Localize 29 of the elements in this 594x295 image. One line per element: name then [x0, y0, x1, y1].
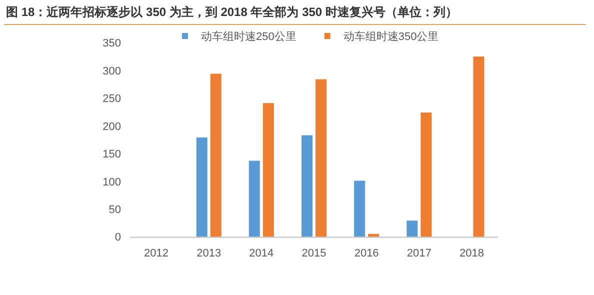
y-tick-label: 0	[114, 232, 121, 244]
x-tick-label: 2014	[249, 248, 274, 260]
bar	[473, 56, 484, 237]
bar	[406, 220, 418, 237]
x-tick-label: 2016	[354, 248, 379, 260]
x-tick-label: 2012	[144, 248, 169, 260]
bar	[262, 103, 274, 237]
bar	[302, 135, 312, 237]
y-tick-label: 250	[102, 93, 121, 106]
x-tick-label: 2013	[196, 248, 222, 260]
legend-label: 动车组时速250公里	[201, 30, 296, 43]
bar	[354, 180, 366, 237]
chart-title: 图 18：近两年招标逐步以 350 为主，到 2018 年全部为 350 时速复兴号（单位：列）	[6, 5, 458, 19]
y-tick-label: 150	[102, 148, 121, 161]
x-tick-label: 2015	[302, 248, 326, 260]
bar	[248, 160, 260, 237]
bar	[368, 234, 380, 237]
x-tick-label: 2017	[406, 248, 432, 260]
y-tick-label: 50	[108, 204, 121, 216]
y-tick-label: 350	[102, 38, 121, 50]
bar	[316, 79, 326, 237]
bar	[196, 137, 208, 237]
y-tick-label: 200	[102, 120, 121, 133]
y-tick-label: 300	[102, 65, 121, 78]
bar	[420, 112, 432, 237]
x-tick-label: 2018	[459, 248, 484, 260]
bar	[210, 74, 222, 237]
y-tick-label: 100	[102, 176, 121, 188]
legend-label: 动车组时速350公里	[343, 30, 439, 43]
